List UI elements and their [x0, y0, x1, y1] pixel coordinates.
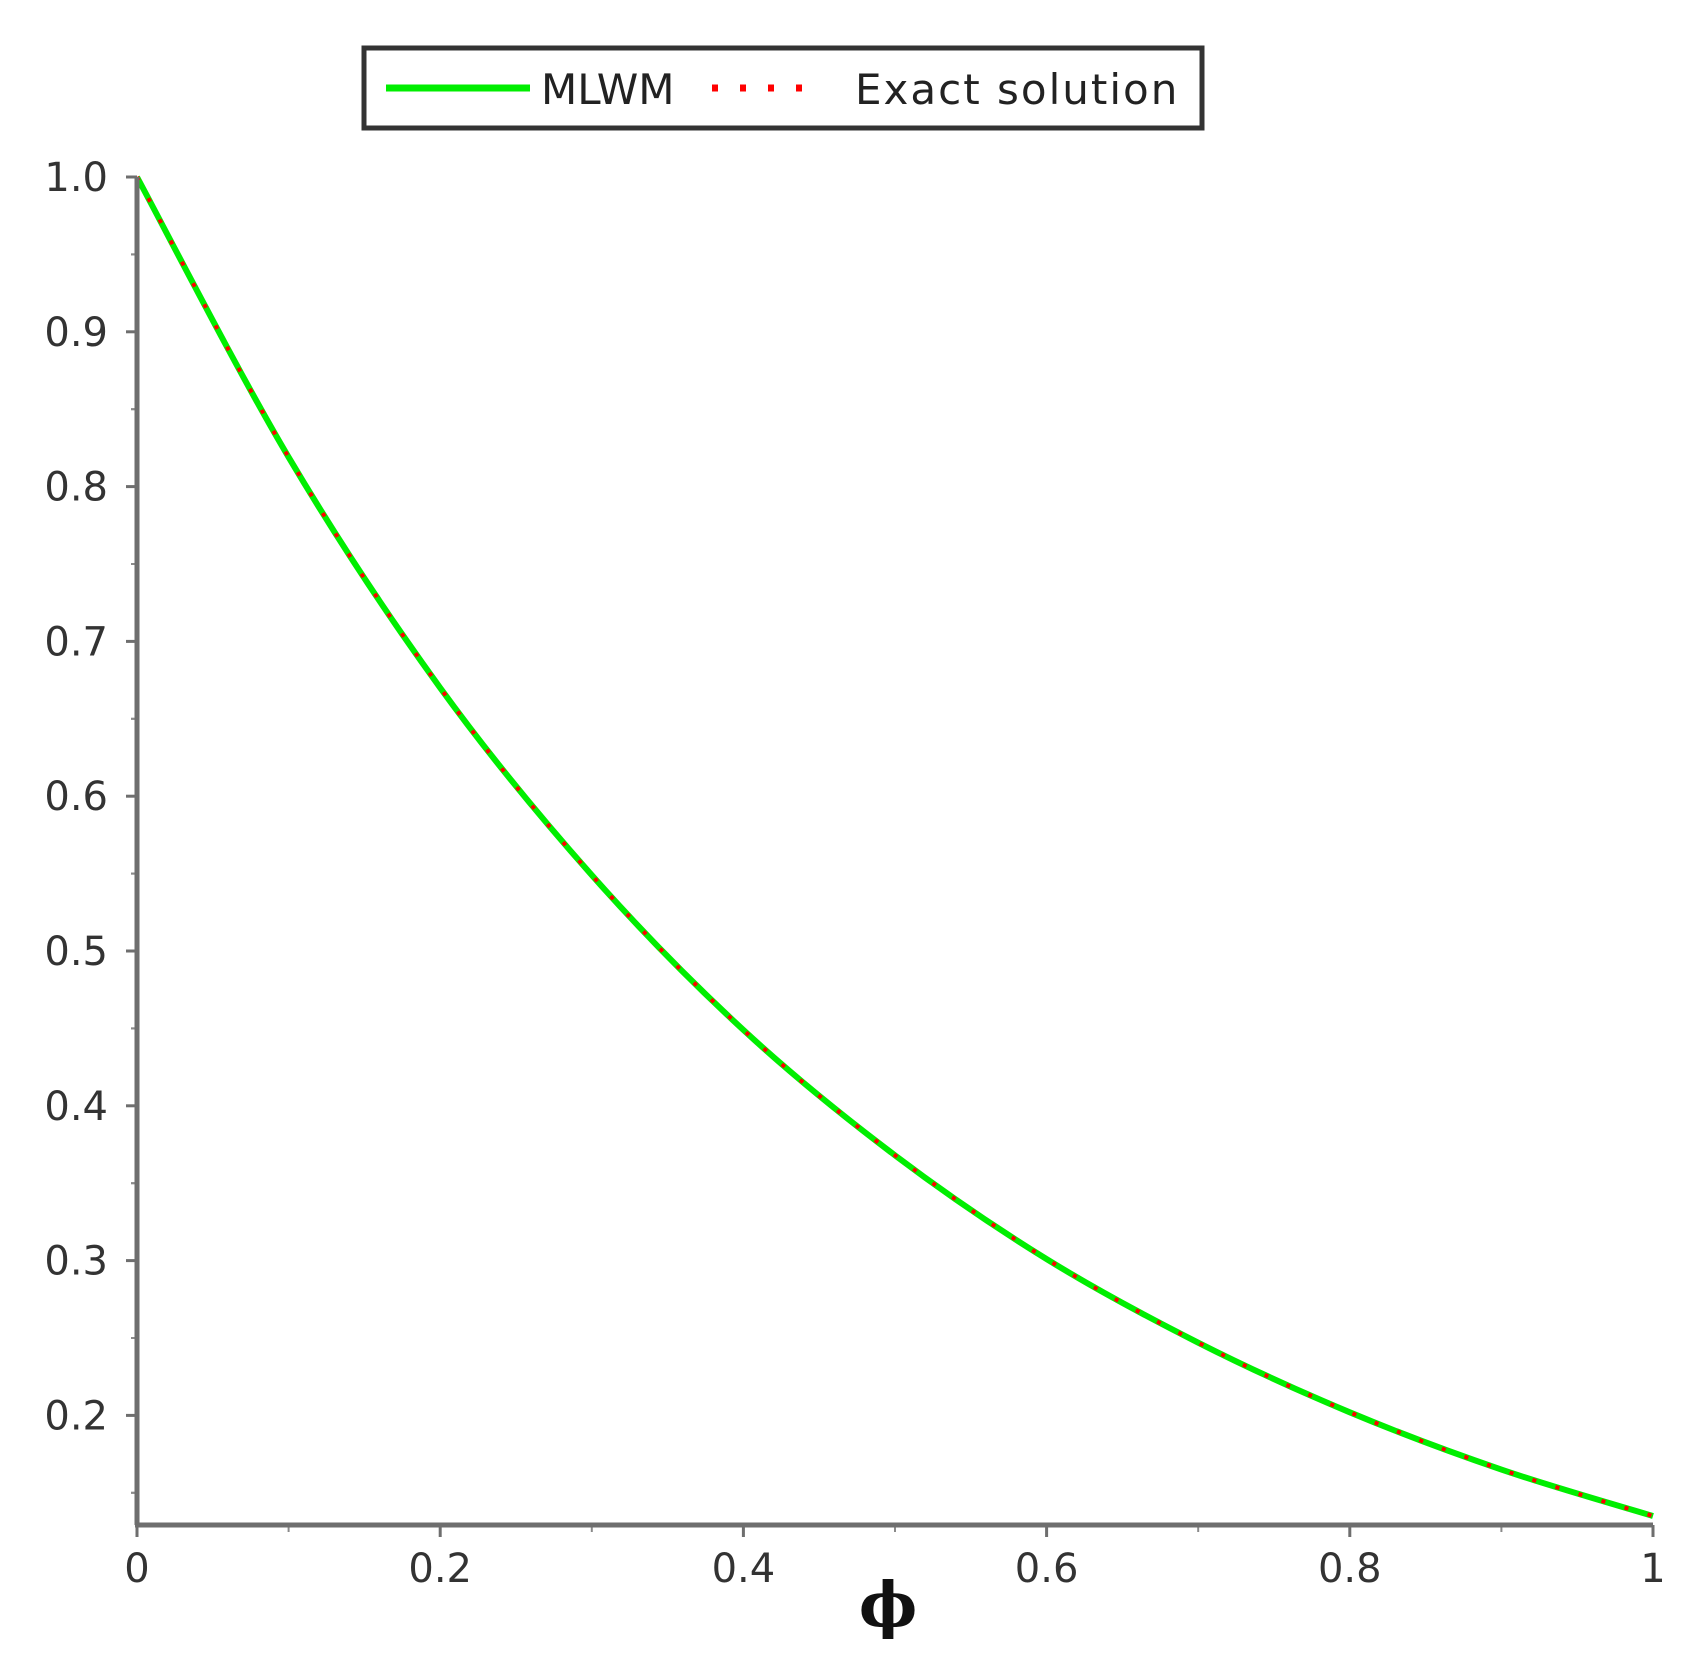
x-tick-label: 0.4 — [712, 1546, 776, 1592]
series-layer — [134, 175, 1654, 1519]
ticks-layer: 0.2 0.3 0.4 0.5 0.6 0.7 0.8 0.9 1.0 0 0.2 0.4 0.6 0.8… — [44, 155, 1665, 1592]
y-tick-label: 0.9 — [44, 310, 108, 356]
y-tick-label: 1.0 — [44, 155, 108, 201]
y-tick-label: 0.4 — [44, 1084, 108, 1130]
y-tick-label: 0.8 — [44, 465, 108, 511]
legend: MLWM Exact solution — [361, 45, 1205, 131]
x-tick-label: 0 — [124, 1546, 149, 1592]
x-tick-label: 0.2 — [408, 1546, 472, 1592]
axes-layer — [134, 177, 1653, 1528]
y-tick-label: 0.5 — [44, 929, 108, 975]
series-line-exact-solution — [135, 176, 1654, 1518]
legend-label-exact-solution: Exact solution — [855, 65, 1179, 114]
y-tick-label: 0.2 — [44, 1393, 108, 1439]
y-tick-label: 0.3 — [44, 1239, 108, 1285]
y-tick-label: 0.6 — [44, 774, 108, 820]
y-tick-label: 0.7 — [44, 619, 108, 665]
x-axis-label: ϕ — [859, 1568, 917, 1641]
x-tick-label: 0.6 — [1015, 1546, 1079, 1592]
x-tick-label: 1 — [1640, 1546, 1665, 1592]
series-line-mlwm — [134, 175, 1654, 1519]
x-tick-label: 0.8 — [1318, 1546, 1382, 1592]
legend-label-mlwm: MLWM — [541, 65, 675, 114]
